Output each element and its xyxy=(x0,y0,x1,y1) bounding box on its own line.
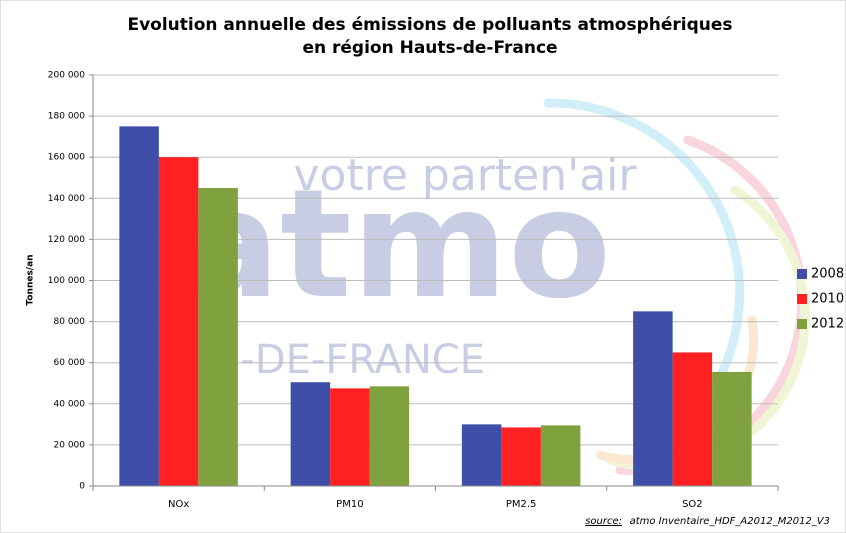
y-tick-label: 40 000 xyxy=(54,399,86,409)
bar xyxy=(461,424,502,486)
legend-label: 2010 xyxy=(811,292,844,307)
bar xyxy=(712,371,752,486)
y-axis-label: Tonnes/an xyxy=(26,254,36,305)
chart-title: Evolution annuelle des émissions de poll… xyxy=(127,15,732,35)
bar xyxy=(633,311,673,486)
source-label: source: xyxy=(585,516,622,527)
bar xyxy=(369,386,410,486)
bar xyxy=(119,126,159,486)
legend-swatch xyxy=(797,269,807,279)
watermark-text: S-DE-FRANCE xyxy=(215,337,485,383)
y-tick-label: 20 000 xyxy=(54,440,86,450)
bar xyxy=(540,425,581,486)
bar xyxy=(501,427,541,486)
legend-swatch xyxy=(797,319,807,329)
y-tick-label: 60 000 xyxy=(54,358,86,368)
x-tick-label: PM10 xyxy=(336,499,363,510)
x-tick-label: PM2.5 xyxy=(506,499,537,510)
watermark-text: atmo xyxy=(179,158,611,332)
bar xyxy=(290,382,331,486)
chart-title: en région Hauts-de-France xyxy=(302,38,557,58)
bar xyxy=(158,157,199,486)
bar xyxy=(330,388,370,486)
legend-label: 2012 xyxy=(811,317,844,332)
y-tick-label: 200 000 xyxy=(48,71,85,81)
y-tick-label: 0 xyxy=(79,482,85,492)
y-tick-label: 120 000 xyxy=(48,235,85,245)
y-tick-label: 180 000 xyxy=(48,112,85,122)
legend-label: 2008 xyxy=(811,267,844,282)
y-tick-label: 100 000 xyxy=(48,276,85,286)
y-tick-label: 80 000 xyxy=(54,317,86,327)
watermark-text: votre parten'air xyxy=(294,150,638,201)
x-tick-label: SO2 xyxy=(682,499,703,510)
legend-swatch xyxy=(797,294,807,304)
bar xyxy=(672,352,713,486)
bar xyxy=(198,188,238,486)
x-tick-label: NOx xyxy=(168,499,189,510)
source: atmo Inventaire_HDF_A2012_M2012_V3 xyxy=(630,516,830,527)
y-tick-label: 160 000 xyxy=(48,153,85,163)
y-tick-label: 140 000 xyxy=(48,194,85,204)
